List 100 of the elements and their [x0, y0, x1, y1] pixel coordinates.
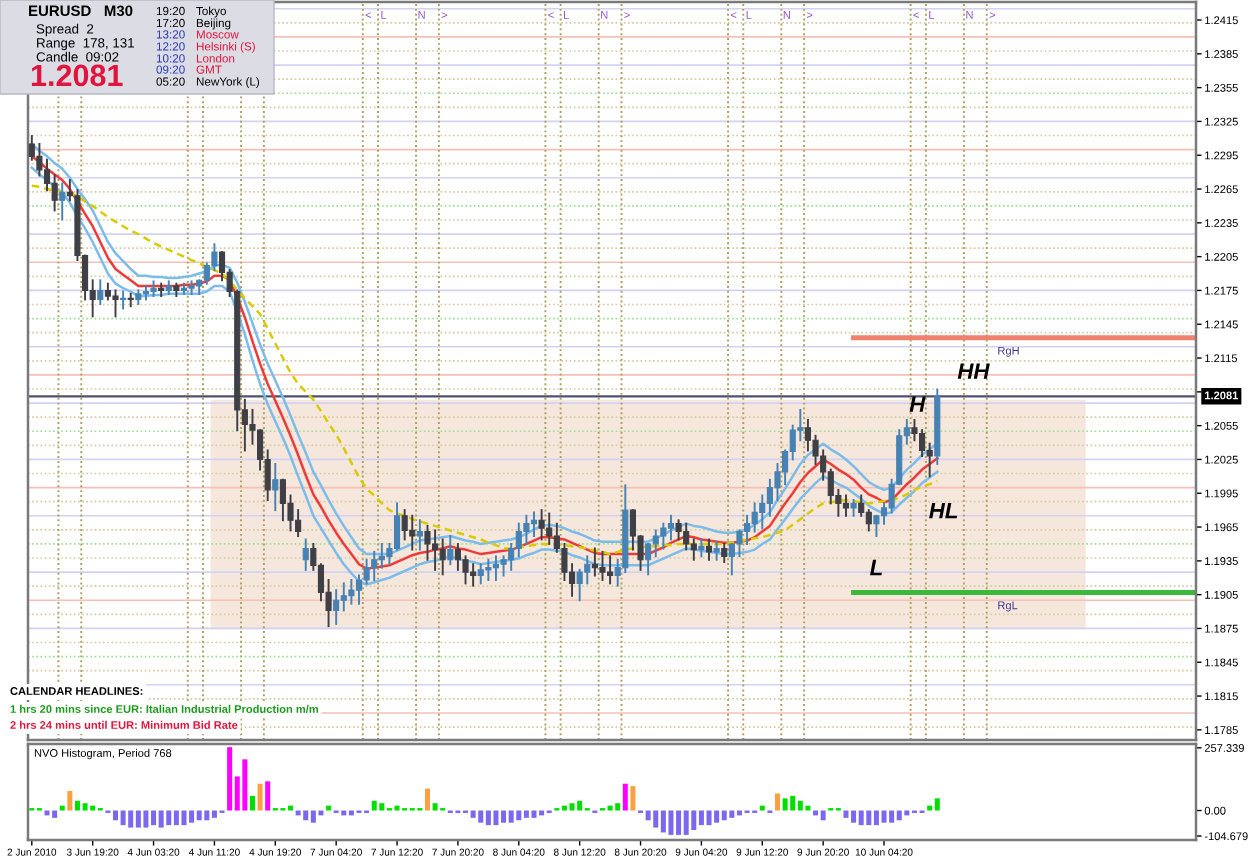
bar — [242, 759, 248, 811]
candlestick — [515, 522, 522, 558]
bar — [326, 805, 332, 811]
bar — [653, 810, 659, 828]
candlestick — [591, 547, 598, 577]
bar — [797, 800, 803, 811]
candlestick — [645, 542, 652, 576]
bar — [424, 788, 430, 811]
candlestick — [538, 509, 545, 541]
candlestick — [409, 514, 416, 551]
candlestick — [188, 280, 195, 295]
bar — [843, 810, 849, 818]
bar — [508, 810, 514, 823]
bar — [851, 810, 857, 823]
bar — [257, 783, 263, 811]
candlestick — [333, 589, 340, 625]
bar — [759, 805, 765, 811]
candlestick — [97, 279, 104, 305]
bar — [181, 810, 187, 826]
bar — [288, 805, 294, 811]
bar — [805, 805, 811, 811]
bar — [531, 810, 537, 818]
candlestick — [713, 540, 720, 561]
bar — [622, 783, 628, 811]
candlestick — [858, 494, 865, 517]
bar — [265, 781, 271, 811]
candlestick — [652, 529, 659, 558]
candlestick — [158, 282, 165, 298]
candlestick — [721, 542, 728, 563]
bar — [645, 810, 651, 821]
bar — [729, 810, 735, 818]
candlestick — [180, 282, 188, 295]
bar — [128, 810, 134, 828]
bar — [211, 810, 217, 818]
bar — [714, 810, 720, 823]
bar — [189, 810, 195, 823]
bar — [371, 800, 377, 811]
bar — [561, 805, 567, 811]
bar — [303, 810, 309, 821]
candlestick — [705, 538, 713, 561]
bar — [660, 810, 666, 833]
candlestick — [59, 182, 66, 221]
bar — [774, 793, 781, 811]
candlestick — [698, 538, 705, 558]
bar — [394, 805, 400, 811]
bar — [59, 805, 65, 811]
bar — [698, 810, 704, 826]
bar — [858, 810, 864, 826]
bar — [166, 810, 172, 826]
bar — [227, 747, 233, 811]
candlestick — [120, 290, 127, 310]
candlestick — [348, 579, 355, 605]
bar — [501, 810, 507, 823]
bar — [881, 810, 887, 823]
bar — [569, 803, 575, 811]
candlestick — [477, 563, 484, 585]
candlestick — [302, 538, 309, 571]
bar — [90, 805, 96, 811]
candlestick — [660, 522, 667, 550]
bar — [721, 810, 727, 821]
bar — [615, 803, 621, 811]
bar — [790, 795, 796, 811]
candlestick — [439, 538, 446, 576]
candlestick — [690, 538, 697, 561]
bar — [889, 810, 895, 823]
bar — [607, 805, 613, 811]
annotation: HH — [957, 363, 990, 379]
candlestick — [842, 494, 850, 517]
bar — [676, 810, 682, 835]
candlestick — [112, 289, 119, 318]
bar — [82, 803, 88, 811]
annotation: L — [870, 559, 882, 576]
bar — [196, 810, 202, 821]
bar — [782, 798, 788, 811]
candlestick — [683, 522, 690, 551]
bar — [866, 810, 872, 826]
candlestick — [432, 529, 439, 571]
bar — [74, 800, 80, 811]
candlestick — [743, 514, 751, 545]
candlestick — [142, 284, 150, 301]
bar — [706, 810, 712, 826]
bar — [668, 810, 674, 835]
bar — [432, 803, 438, 811]
candlestick — [127, 292, 134, 308]
bar — [173, 810, 179, 826]
candlestick — [272, 462, 279, 512]
candlestick — [766, 478, 773, 517]
candlestick — [295, 509, 302, 538]
bar — [896, 810, 902, 821]
bar — [249, 795, 255, 811]
candlestick — [416, 519, 423, 551]
candlestick — [530, 511, 538, 538]
candlestick — [599, 550, 606, 581]
candlestick — [492, 555, 500, 581]
candlestick — [759, 494, 766, 530]
bar — [204, 810, 210, 821]
bar — [120, 810, 126, 826]
bar — [52, 810, 58, 818]
bar — [927, 805, 933, 811]
annotation: H — [909, 396, 926, 412]
